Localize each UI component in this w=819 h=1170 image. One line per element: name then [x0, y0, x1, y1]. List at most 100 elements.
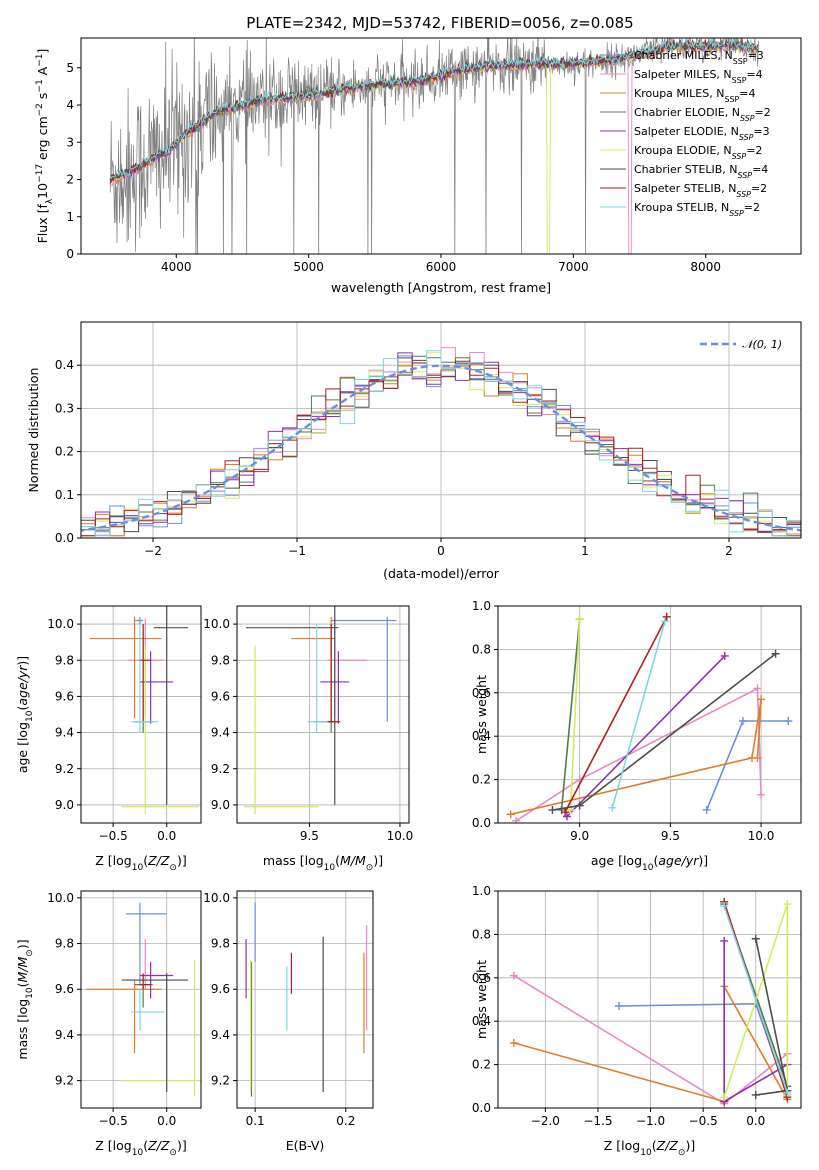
axes-frame	[80, 605, 202, 824]
data-point-marker	[512, 816, 521, 823]
y-tick-label: 10.0	[203, 891, 230, 905]
data-point-marker	[720, 1093, 729, 1102]
data-point-marker	[506, 810, 515, 819]
y-tick-label: 9.6	[55, 689, 74, 703]
x-axis-label: Z [log10(Z/Z⊙)]	[95, 1138, 186, 1158]
histogram-line	[81, 350, 801, 537]
x-tick-label: 5000	[293, 260, 324, 274]
series-line	[564, 616, 668, 813]
legend-entry: Salpeter STELIB, NSSP=2	[634, 182, 767, 199]
x-tick-label: 10.0	[748, 829, 775, 843]
y-tick-label: 1.0	[472, 599, 491, 613]
x-tick-label: 0.0	[157, 829, 176, 843]
data-point-marker	[783, 900, 792, 909]
x-axis-label: (data-model)/error	[383, 566, 500, 581]
x-tick-label: −1.5	[583, 1114, 612, 1128]
data-point-marker	[720, 936, 729, 945]
y-tick-label: 9.8	[55, 937, 74, 951]
series-line	[515, 687, 762, 822]
series-line	[566, 655, 726, 818]
axes-frame	[497, 890, 802, 1109]
y-tick-label: 10.0	[47, 617, 74, 631]
figure-title: PLATE=2342, MJD=53742, FIBERID=0056, z=0…	[246, 14, 633, 32]
y-tick-label: 9.4	[211, 726, 230, 740]
x-tick-label: 2	[725, 544, 733, 558]
data-point-marker	[771, 649, 780, 658]
data-point-marker	[662, 612, 671, 621]
legend-entry: Kroupa STELIB, NSSP=2	[634, 201, 760, 218]
series-line	[611, 620, 666, 809]
data-point-marker	[757, 790, 766, 799]
x-axis-label: E(B-V)	[286, 1138, 325, 1153]
x-tick-label: 4000	[161, 260, 192, 274]
y-tick-label: 4	[66, 98, 74, 112]
y-tick-label: 5	[66, 61, 74, 75]
data-point-marker	[509, 971, 518, 980]
x-tick-label: 0.0	[157, 1114, 176, 1128]
plot-area	[506, 612, 793, 823]
y-tick-label: 9.0	[55, 798, 74, 812]
y-tick-label: 9.2	[55, 1074, 74, 1088]
y-tick-label: 9.6	[211, 689, 230, 703]
legend-entry: Salpeter ELODIE, NSSP=3	[634, 125, 770, 142]
weight-vs-age-panel: 9.0 9.5 10.0 0.0 0.2 0.4 0.6 0.8 1.0 age [log10(a…	[472, 599, 802, 873]
y-tick-label: 0.1	[55, 488, 74, 502]
y-tick-label: 0.2	[472, 773, 491, 787]
x-axis-label: Z [log10(Z/Z⊙)]	[95, 853, 186, 873]
x-axis-label: age [log10(age/yr)]	[591, 853, 708, 873]
hist-plot-area	[81, 347, 801, 537]
series-line	[552, 653, 777, 811]
x-tick-label: 1	[581, 544, 589, 558]
y-tick-label: 0.4	[472, 1014, 491, 1028]
age-vs-Z-panel: −0.5 0.0 9.0 9.2 9.4 9.6 9.8 10.0 Z [log10(Z/Z⊙)…	[15, 605, 202, 873]
data-point-marker	[784, 717, 793, 726]
y-axis-label: mass weight	[474, 960, 489, 1039]
data-point-marker	[614, 1002, 623, 1011]
data-point-marker	[660, 617, 669, 626]
x-tick-label: −0.5	[689, 1114, 718, 1128]
x-tick-label: 8000	[690, 260, 721, 274]
y-axis-label: Flux [fλ10−17 erg cm−2 s−1 A−1]	[35, 49, 55, 244]
y-tick-label: 10.0	[203, 617, 230, 631]
y-tick-label: 9.8	[211, 653, 230, 667]
x-tick-label: −1.0	[636, 1114, 665, 1128]
histogram-line	[81, 360, 801, 537]
y-tick-label: 1	[66, 210, 74, 224]
plot-area	[244, 606, 397, 814]
x-tick-label: 9.5	[661, 829, 680, 843]
y-tick-label: 0.2	[55, 445, 74, 459]
axes-frame	[236, 890, 374, 1109]
panels: 4000 5000 6000 7000 8000 0 1 2 3 4 5 wavelength [An…	[15, 37, 802, 1158]
x-tick-label: −2	[144, 544, 162, 558]
x-tick-label: 0.2	[336, 1114, 355, 1128]
model-spectrum-line	[109, 38, 759, 180]
plot-area	[509, 897, 792, 1108]
legend-entry: Kroupa MILES, NSSP=4	[634, 87, 755, 104]
age-vs-mass-panel: 9.5 10.0 9.0 9.2 9.4 9.6 9.8 10.0 mass [log10(M/…	[203, 605, 414, 873]
x-tick-label: 10.0	[387, 829, 414, 843]
data-point-marker	[509, 1038, 518, 1047]
x-tick-label: −0.5	[99, 829, 128, 843]
x-tick-label: −0.5	[99, 1114, 128, 1128]
data-point-marker	[751, 1090, 760, 1099]
y-tick-label: 0.3	[55, 401, 74, 415]
data-point-marker	[757, 695, 766, 704]
plot-area	[86, 902, 199, 1097]
series-line	[723, 905, 789, 1094]
y-tick-label: 0.6	[472, 971, 491, 985]
x-axis-label: wavelength [Angstrom, rest frame]	[331, 280, 551, 295]
y-tick-label: 0.6	[472, 686, 491, 700]
mass-vs-ebv-panel: 0.1 0.2 9.2 9.4 9.6 9.8 10.0 E(B-V)	[203, 890, 374, 1153]
axes-frame	[80, 890, 202, 1109]
spectrum-panel: 4000 5000 6000 7000 8000 0 1 2 3 4 5 wavelength [An…	[35, 37, 802, 295]
legend-entry: 𝒩(0, 1)	[742, 338, 782, 351]
data-point-marker	[738, 717, 747, 726]
data-point-marker	[562, 812, 571, 821]
legend-entry: Chabrier STELIB, NSSP=4	[634, 163, 768, 180]
y-axis-label: Normed distribution	[26, 368, 41, 493]
data-point-marker	[561, 808, 570, 817]
plot-area	[245, 902, 368, 1097]
y-tick-label: 9.0	[211, 798, 230, 812]
y-tick-label: 9.8	[55, 653, 74, 667]
weight-vs-Z-panel: −2.0 −1.5 −1.0 −0.5 0.0 0.0 0.2 0.4 0.6 0.8 1.0 Z […	[472, 884, 802, 1158]
